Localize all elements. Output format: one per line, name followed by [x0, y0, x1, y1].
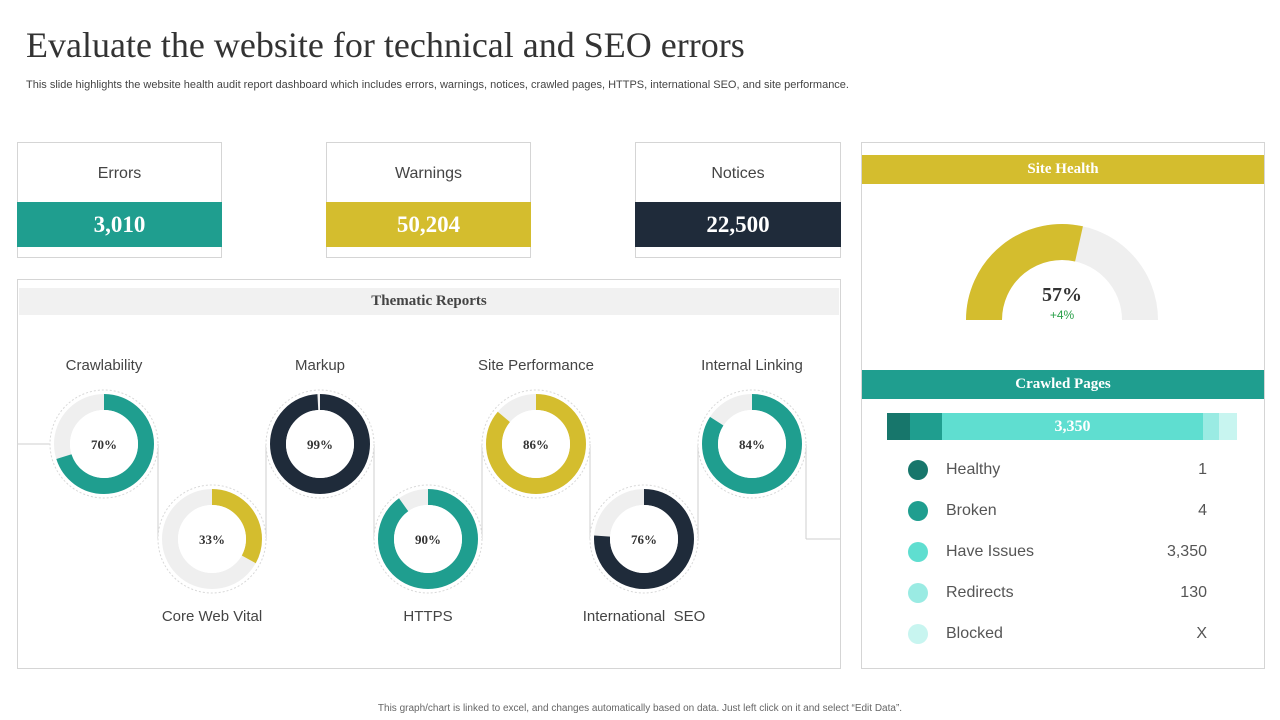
donut-label-core-web-vital: Core Web Vital [161, 608, 263, 625]
donut-core-web-vital: 33% [157, 484, 267, 594]
site-health-change: +4% [1050, 308, 1075, 322]
donut-percent-site-performance: 86% [523, 437, 549, 452]
donut-arc [54, 394, 154, 494]
footer-note: This graph/chart is linked to excel, and… [377, 703, 903, 714]
bar-segment-healthy [887, 413, 910, 440]
donut-https: 90% [373, 484, 483, 594]
crawled-value-have-issues: 3,350 [1166, 543, 1207, 560]
donut-label-markup: Markup [294, 357, 346, 374]
crawled-label-blocked: Blocked [946, 625, 1003, 642]
donut-arc [594, 489, 694, 589]
donut-arc [702, 394, 802, 494]
donut-markup: 99% [265, 389, 375, 499]
warnings-label: Warnings [395, 165, 462, 182]
crawled-label-broken: Broken [946, 502, 997, 519]
donut-label-internal-linking: Internal Linking [701, 357, 803, 374]
donut-label-international-seo: International SEO [582, 608, 706, 625]
redirects-dot-icon [908, 583, 928, 603]
warnings-card: Warnings 50,204 [326, 142, 531, 258]
crawled-label-have-issues: Have Issues [946, 543, 1035, 560]
donut-percent-markup: 99% [307, 437, 333, 452]
site-health-percent: 57% [1042, 284, 1082, 306]
donut-arc [162, 489, 262, 589]
gauge-fill [966, 224, 1083, 321]
notices-card: Notices 22,500 [635, 142, 841, 258]
donut-label-site-performance: Site Performance [478, 357, 594, 374]
notices-label: Notices [711, 165, 765, 182]
donut-label-crawlability: Crawlability [65, 357, 143, 374]
donut-percent-https: 90% [415, 532, 441, 547]
errors-card: Errors 3,010 [17, 142, 222, 258]
crawled-value-blocked: X [1196, 625, 1207, 642]
donut-percent-core-web-vital: 33% [199, 532, 225, 547]
donut-hole [286, 410, 354, 478]
bar-segment-have-issues: 3,350 [942, 413, 1203, 440]
healthy-dot-icon [908, 460, 928, 480]
donut-arc [270, 394, 370, 494]
bar-segment-blocked [1219, 413, 1237, 440]
site-health-header: Site Health [862, 155, 1264, 184]
crawled-label-redirects: Redirects [946, 584, 1014, 601]
bar-segment-redirects [1203, 413, 1219, 440]
notices-value: 22,500 [635, 202, 841, 247]
donut-internal-linking: 84% [697, 389, 807, 499]
donut-crawlability: 70% [49, 389, 159, 499]
donut-arc [378, 489, 478, 589]
crawled-value-redirects: 130 [1180, 584, 1207, 601]
crawled-pages-bar: 3,350 [887, 413, 1237, 440]
thematic-reports-header: Thematic Reports [19, 288, 839, 315]
donut-international-seo: 76% [589, 484, 699, 594]
donut-hole [610, 505, 678, 573]
donut-hole [70, 410, 138, 478]
donut-site-performance: 86% [481, 389, 591, 499]
crawled-value-healthy: 1 [1198, 461, 1207, 478]
donut-label-https: HTTPS [403, 608, 453, 625]
site-health-gauge: 57% +4% [966, 224, 1158, 322]
donut-percent-internal-linking: 84% [739, 437, 765, 452]
donut-arc [486, 394, 586, 494]
crawled-label-healthy: Healthy [946, 461, 1001, 478]
thematic-reports-panel: Thematic Reports [17, 279, 841, 669]
crawled-value-broken: 4 [1198, 502, 1207, 519]
errors-value: 3,010 [17, 202, 222, 247]
errors-label: Errors [97, 165, 142, 182]
connector-lines [18, 443, 840, 540]
have-issues-dot-icon [908, 542, 928, 562]
warnings-value: 50,204 [326, 202, 531, 247]
crawled-pages-header: Crawled Pages [862, 370, 1264, 399]
bar-segment-broken [910, 413, 942, 440]
page-title: Evaluate the website for technical and S… [26, 25, 745, 65]
donut-hole [394, 505, 462, 573]
donut-hole [178, 505, 246, 573]
donut-percent-international-seo: 76% [631, 532, 657, 547]
broken-dot-icon [908, 501, 928, 521]
page-subtitle: This slide highlights the website health… [26, 79, 849, 91]
donut-hole [718, 410, 786, 478]
donut-hole [502, 410, 570, 478]
blocked-dot-icon [908, 624, 928, 644]
donut-percent-crawlability: 70% [91, 437, 117, 452]
